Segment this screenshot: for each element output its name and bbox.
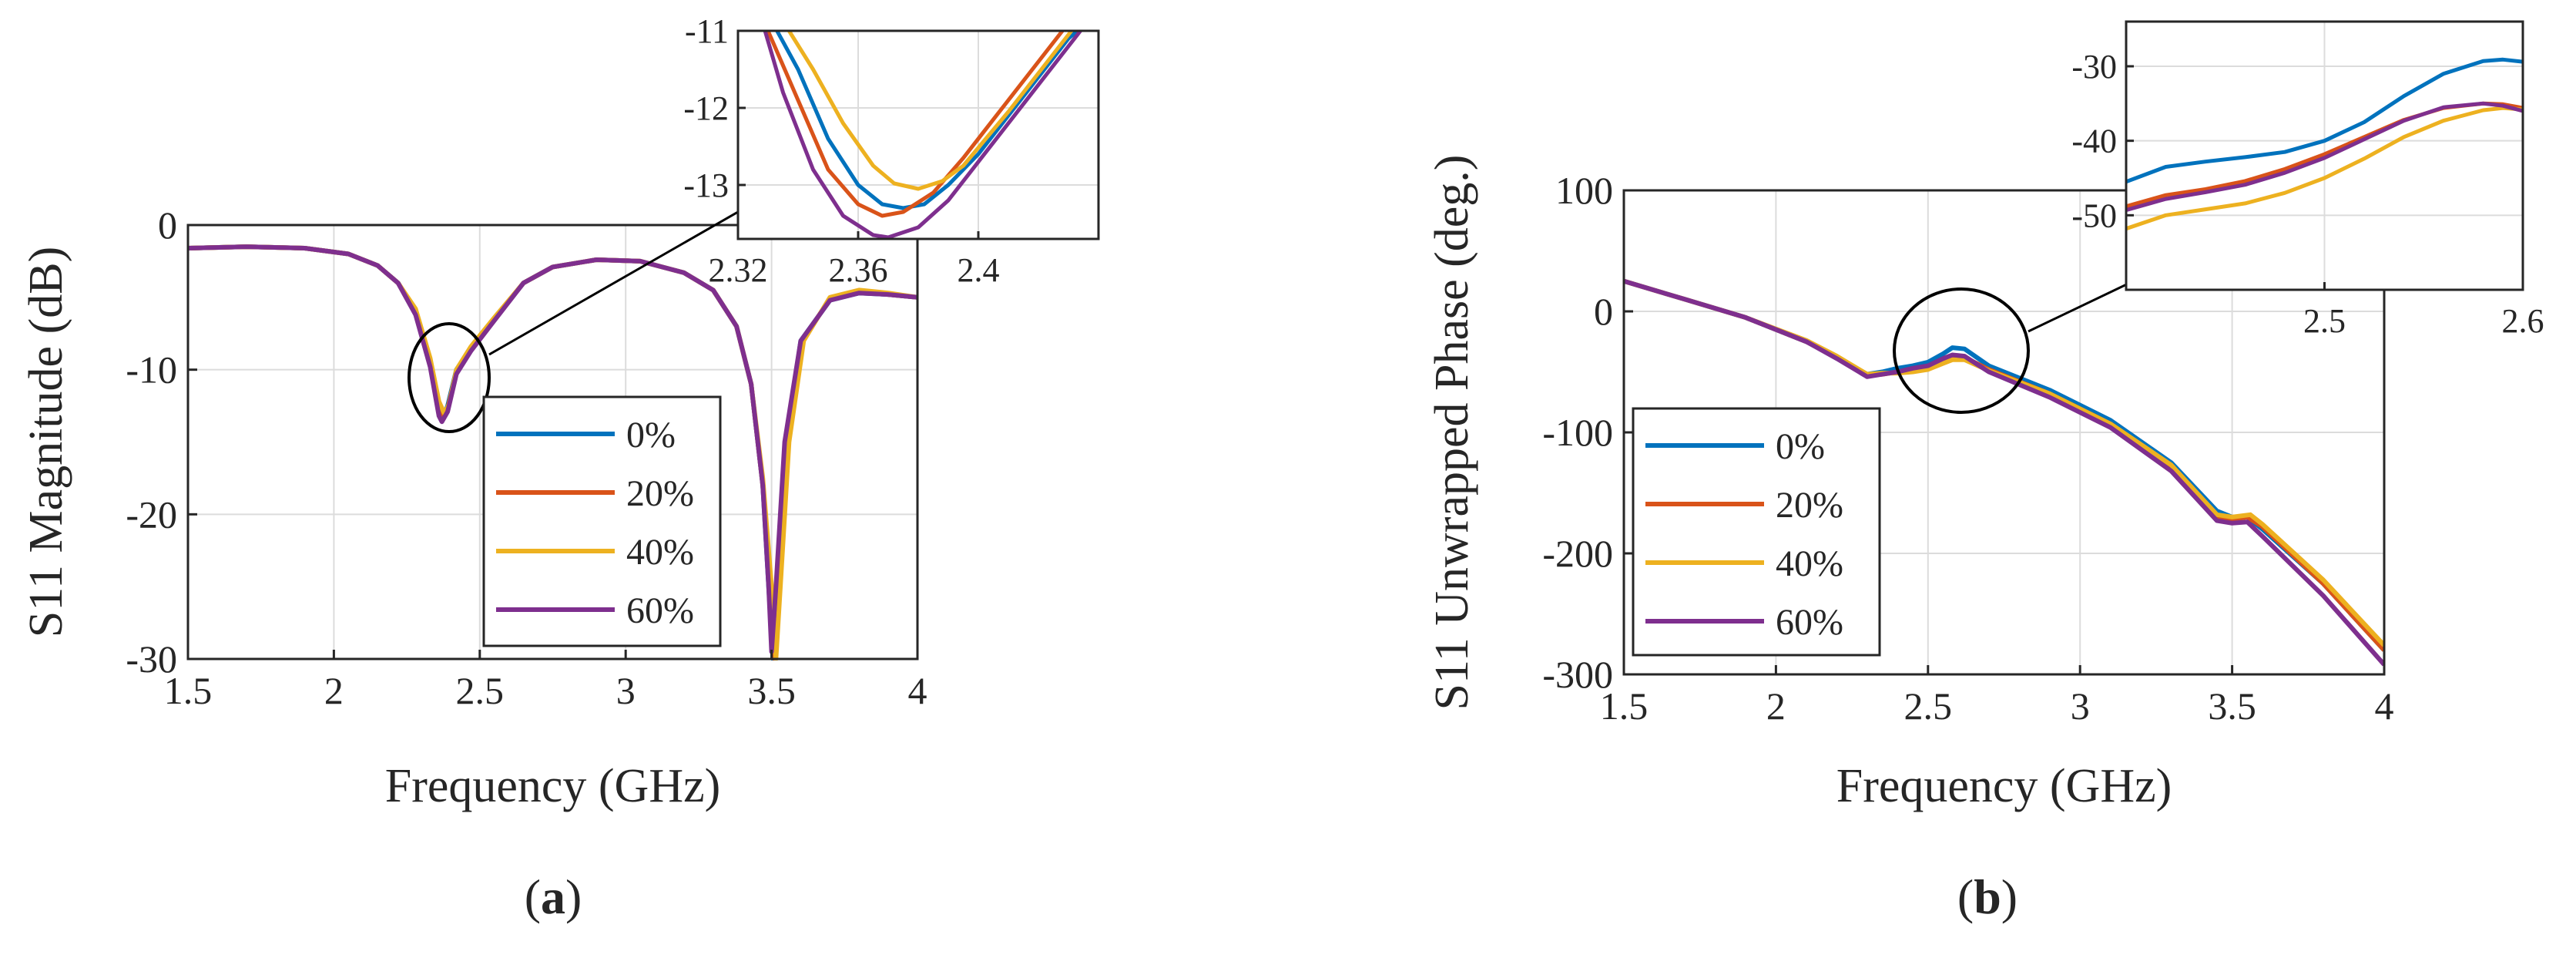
chart-b-inset-ytick-label: -40: [2071, 123, 2117, 160]
chart-a-inset-xtick-label: 2.36: [829, 251, 888, 289]
chart-a-inset-series-line-20pct: [766, 31, 1065, 218]
chart-b-ytick-label: -200: [1542, 532, 1613, 575]
chart-b-legend-label: 0%: [1776, 426, 1825, 467]
chart-a-panel-label: (a): [525, 869, 582, 924]
chart-a-inset-box: [736, 29, 1100, 240]
chart-a-xtick-label: 2.5: [456, 669, 505, 712]
chart-b-xtick-label: 2: [1766, 684, 1786, 728]
chart-b-xtick-label: 3: [2071, 684, 2090, 728]
chart-a-inset-xtick-label: 2.4: [958, 251, 1000, 289]
chart-a-series-line-60pct: [188, 244, 917, 654]
chart-a-panel-label-close: ): [565, 869, 582, 924]
chart-b-panel-label-close: ): [2001, 869, 2018, 924]
chart-b-inset-ytick-label: -50: [2071, 197, 2117, 234]
chart-b-panel-label-open: (: [1957, 869, 1974, 924]
chart-b-y-axis-label: S11 Unwrapped Phase (deg.): [1426, 155, 1478, 711]
chart-b-series-line-60pct: [1624, 278, 2384, 667]
chart-b-legend-label: 20%: [1776, 485, 1843, 526]
chart-b-legend-label: 40%: [1776, 543, 1843, 584]
chart-a-panel-label-open: (: [525, 869, 541, 924]
chart-b-s11-phase: 1.5 2 2.5 3 3.5 4 100 0 -100 -200 -300 Frequency (G…: [1426, 20, 2544, 924]
chart-b-legend-label: 60%: [1776, 602, 1843, 643]
chart-a-inset-ytick-label: -12: [683, 89, 729, 127]
chart-a-xtick-label: 4: [908, 669, 927, 712]
chart-b-x-axis-label: Frequency (GHz): [1836, 760, 2172, 812]
chart-a-xtick-label: 3.5: [747, 669, 796, 712]
chart-b-ytick-label: 0: [1594, 290, 1613, 333]
chart-a-inset-ytick-label: -11: [685, 12, 729, 50]
chart-a-zoom-ellipse: [408, 322, 491, 433]
chart-b-inset-series-line-0pct: [2126, 57, 2523, 184]
chart-b-panel-label: (b): [1957, 869, 2018, 924]
chart-b-xtick-label: 3.5: [2208, 684, 2256, 728]
chart-b-legend-box: [1632, 407, 1881, 657]
chart-b-zoom-ellipse: [1893, 287, 2030, 414]
chart-a-xtick-label: 2: [324, 669, 344, 712]
chart-a-x-axis-label: Frequency (GHz): [385, 760, 721, 812]
chart-a-axes-box: [186, 224, 919, 661]
chart-a-legend-label: 60%: [626, 590, 694, 631]
chart-a-legend-label: 20%: [626, 473, 694, 514]
chart-a-xtick-label: 1.5: [164, 669, 213, 712]
chart-b-panel-label-letter: b: [1974, 869, 2001, 924]
chart-a-y-axis-label: S11 Magnitude (dB): [20, 247, 72, 637]
chart-b-ytick-label: -300: [1542, 653, 1613, 696]
chart-a-ytick-label: -10: [126, 348, 177, 392]
chart-a-s11-magnitude: 1.5 2 2.5 3 3.5 4 0 -10 -20 -30 Frequency (GHz) S11…: [20, 12, 1100, 924]
chart-a-inset-xtick-label: 2.32: [709, 251, 768, 289]
chart-b-inset-xtick-label: 2.5: [2303, 302, 2346, 340]
chart-b-xtick-label: 2.5: [1904, 684, 1953, 728]
chart-a-inset-series-line-0pct: [775, 31, 1079, 210]
chart-a-inset-series-line-60pct: [763, 31, 1082, 239]
chart-a-inset-ytick-label: -13: [683, 166, 729, 204]
chart-a-panel-label-letter: a: [541, 869, 565, 924]
chart-a-ytick-label: 0: [158, 203, 177, 247]
chart-b-inset-series-line-40pct: [2126, 106, 2523, 231]
chart-b-inset-ytick-label: -30: [2071, 48, 2117, 86]
chart-a-ytick-label: -30: [126, 637, 177, 681]
chart-b-ytick-label: -100: [1542, 411, 1613, 454]
chart-b-inset-series-line-60pct: [2126, 101, 2523, 213]
chart-a-ytick-label: -20: [126, 492, 177, 536]
chart-a-legend-label: 0%: [626, 415, 676, 455]
chart-a-legend-box: [482, 395, 722, 647]
chart-a-inset-series-line-40pct: [787, 31, 1073, 191]
chart-b-ytick-label: 100: [1555, 169, 1613, 212]
chart-b-xtick-label: 1.5: [1600, 684, 1649, 728]
chart-b-xtick-label: 4: [2375, 684, 2394, 728]
chart-a-xtick-label: 3: [616, 669, 636, 712]
chart-b-inset-xtick-label: 2.6: [2502, 302, 2544, 340]
chart-a-legend-label: 40%: [626, 532, 694, 573]
